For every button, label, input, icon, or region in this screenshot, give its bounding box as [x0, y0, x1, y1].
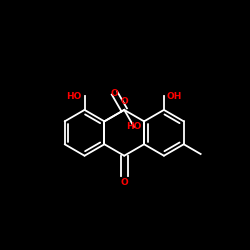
Text: HO: HO	[126, 122, 142, 131]
Text: O: O	[120, 178, 128, 188]
Text: OH: OH	[166, 92, 182, 101]
Text: HO: HO	[66, 92, 82, 101]
Text: O: O	[120, 97, 128, 106]
Text: O: O	[110, 88, 118, 98]
